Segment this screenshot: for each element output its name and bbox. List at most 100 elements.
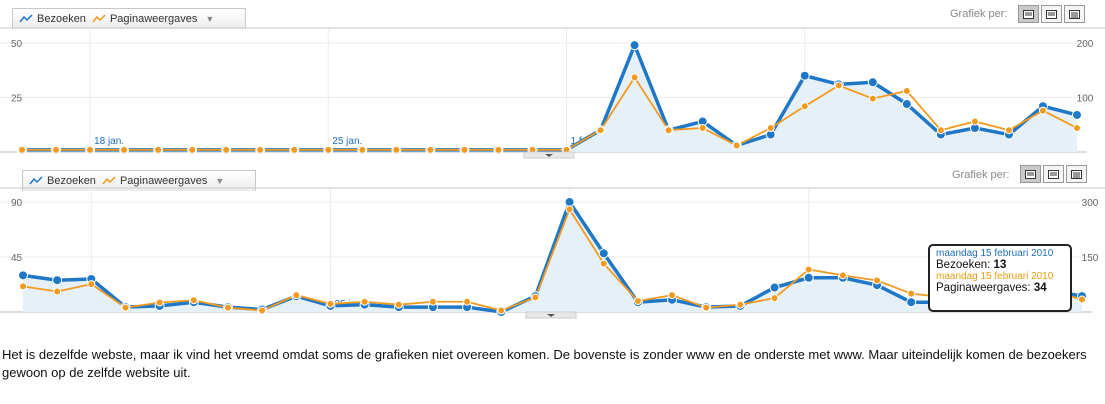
data-point-paginaweergaves	[531, 293, 540, 302]
grafiek-per-label: Grafiek per:	[950, 8, 1008, 20]
data-point-paginaweergaves	[87, 280, 96, 289]
x-tick-label: 25 jan.	[332, 136, 362, 147]
series-line-paginaweergaves	[22, 75, 1078, 151]
line-series-icon	[102, 176, 116, 185]
calendar-month-icon	[1069, 9, 1080, 19]
tooltip-bezoeken: Bezoeken: 13	[936, 259, 1064, 271]
caption-text: Het is dezelfde webste, maar ik vind het…	[2, 347, 1087, 380]
data-point-paginaweergaves	[732, 141, 741, 150]
chevron-down-icon	[545, 154, 553, 157]
legend-label-bezoeken: Bezoeken	[37, 13, 86, 25]
legend-bezoeken[interactable]: Bezoeken	[19, 13, 86, 25]
data-point-paginaweergaves	[155, 298, 164, 307]
data-point-paginaweergaves	[873, 276, 882, 285]
data-point-paginaweergaves	[52, 145, 61, 154]
chevron-down-icon	[547, 314, 555, 317]
data-point-paginaweergaves	[222, 145, 231, 154]
data-point-paginaweergaves	[360, 297, 369, 306]
data-point-paginaweergaves	[936, 126, 945, 135]
data-point-paginaweergaves	[596, 126, 605, 135]
data-point-paginaweergaves	[120, 145, 129, 154]
legend-paginaweergaves[interactable]: Paginaweergaves	[92, 13, 197, 25]
data-point-paginaweergaves	[292, 291, 301, 300]
view-month-button[interactable]	[1066, 165, 1087, 183]
line-series-icon	[19, 14, 33, 23]
tooltip-bezoeken-label: Bezoeken:	[936, 259, 994, 271]
legend-paginaweergaves[interactable]: Paginaweergaves	[102, 175, 207, 187]
chevron-down-icon[interactable]: ▼	[215, 176, 225, 186]
data-point-paginaweergaves	[668, 291, 677, 300]
tooltip-paginaweergaves-label: Paginaweergaves:	[936, 282, 1034, 294]
tooltip-bezoeken-value: 13	[993, 259, 1007, 271]
calendar-month-icon	[1071, 169, 1082, 179]
data-point-paginaweergaves	[86, 145, 95, 154]
data-point-paginaweergaves	[324, 145, 333, 154]
data-point-paginaweergaves	[565, 205, 574, 214]
data-point-paginaweergaves	[258, 306, 267, 315]
data-point-paginaweergaves	[834, 81, 843, 90]
legend-bezoeken[interactable]: Bezoeken	[29, 175, 96, 187]
data-point-paginaweergaves	[868, 94, 877, 103]
line-series-icon	[29, 176, 43, 185]
data-point-paginaweergaves	[392, 145, 401, 154]
data-point-paginaweergaves	[290, 145, 299, 154]
data-point-paginaweergaves	[633, 297, 642, 305]
view-day-button[interactable]	[1018, 5, 1039, 23]
data-point-paginaweergaves	[326, 299, 335, 308]
data-point-bezoeken	[901, 99, 912, 110]
y-tick-label-left: 90	[11, 198, 23, 209]
y-tick-label-right: 200	[1077, 39, 1094, 50]
data-point-paginaweergaves	[664, 126, 673, 135]
data-point-paginaweergaves	[53, 287, 62, 296]
y-tick-label-left: 45	[11, 253, 23, 264]
data-point-paginaweergaves	[256, 145, 265, 154]
data-point-bezoeken	[1072, 109, 1082, 120]
data-point-paginaweergaves	[1073, 124, 1081, 133]
data-point-paginaweergaves	[358, 145, 367, 154]
legend-label-paginaweergaves: Paginaweergaves	[119, 175, 208, 187]
data-point-bezoeken	[629, 40, 640, 51]
y-tick-label-left: 50	[11, 39, 23, 50]
area-bezoeken	[22, 45, 1077, 152]
data-point-bezoeken	[803, 272, 814, 283]
view-week-button[interactable]	[1043, 165, 1064, 183]
data-point-paginaweergaves	[189, 296, 198, 305]
y-tick-label-right: 150	[1082, 253, 1099, 264]
data-point-paginaweergaves	[1078, 295, 1086, 304]
line-series-icon	[92, 14, 106, 23]
data-point-bezoeken	[867, 77, 878, 88]
data-point-paginaweergaves	[428, 297, 437, 306]
view-month-button[interactable]	[1064, 5, 1085, 23]
chevron-down-icon[interactable]: ▼	[205, 14, 215, 24]
legend-bar-bottom[interactable]: Bezoeken Paginaweergaves ▼	[22, 170, 256, 191]
legend-bar-top[interactable]: Bezoeken Paginaweergaves ▼	[12, 8, 246, 29]
data-point-paginaweergaves	[188, 145, 197, 154]
tooltip-paginaweergaves-value: 34	[1033, 282, 1047, 294]
data-point-paginaweergaves	[630, 73, 639, 82]
calendar-day-icon	[1025, 169, 1036, 179]
view-buttons-top	[1016, 5, 1085, 23]
data-point-bezoeken	[52, 275, 63, 286]
view-day-button[interactable]	[1020, 165, 1041, 183]
tooltip-date-bezoeken: maandag 15 februari 2010	[936, 248, 1054, 259]
data-point-bezoeken	[906, 297, 917, 308]
data-point-bezoeken	[799, 70, 810, 81]
data-point-paginaweergaves	[970, 117, 979, 126]
y-tick-label-right: 300	[1082, 198, 1099, 209]
y-tick-label-left: 25	[11, 94, 23, 105]
data-point-bezoeken	[769, 282, 780, 293]
data-point-paginaweergaves	[902, 86, 911, 95]
data-point-bezoeken	[564, 197, 575, 207]
data-point-paginaweergaves	[800, 102, 809, 111]
data-point-paginaweergaves	[460, 145, 469, 154]
data-point-paginaweergaves	[463, 297, 472, 306]
data-point-paginaweergaves	[494, 145, 503, 154]
view-week-button[interactable]	[1041, 5, 1062, 23]
calendar-week-icon	[1048, 169, 1059, 179]
series-line-bezoeken	[22, 198, 1083, 314]
data-point-paginaweergaves	[770, 294, 779, 303]
data-tooltip: maandag 15 februari 2010 Bezoeken: 13 ma…	[928, 244, 1072, 312]
area-bezoeken	[23, 202, 1082, 312]
